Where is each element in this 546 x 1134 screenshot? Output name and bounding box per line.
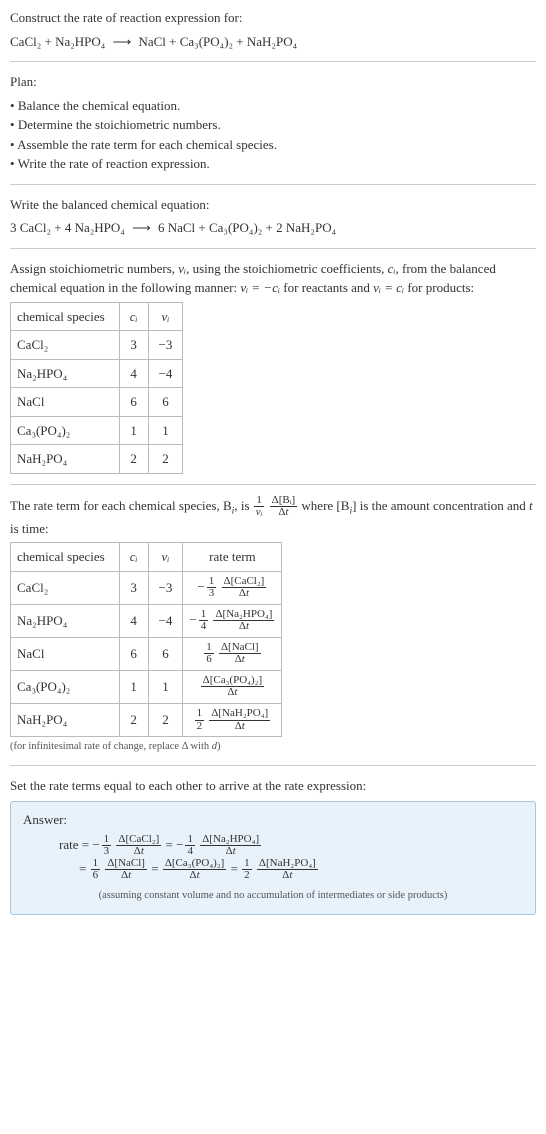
- eq-products: νᵢ = cᵢ: [373, 280, 404, 295]
- table-header: cᵢ: [119, 302, 148, 331]
- table-cell: 4: [119, 604, 148, 637]
- plan-item: Assemble the rate term for each chemical…: [10, 135, 536, 155]
- table-row: NaCl66: [11, 388, 183, 417]
- table-header: cᵢ: [119, 543, 148, 572]
- table-cell: −4: [148, 359, 183, 388]
- plan-list: Balance the chemical equation.Determine …: [10, 96, 536, 174]
- rate-term-cell: −13 Δ[CaCl₂]Δt: [183, 571, 282, 604]
- table-cell: −3: [148, 331, 183, 360]
- table-cell: Ca₃(PO₄)₂: [11, 416, 120, 445]
- assign-text-2: , using the stoichiometric coefficients,: [186, 261, 388, 276]
- table-row: Ca₃(PO₄)₂11Δ[Ca₃(PO₄)₂]Δt: [11, 670, 282, 703]
- table-cell: NaH₂PO₄: [11, 703, 120, 736]
- divider: [10, 765, 536, 766]
- table-cell: CaCl₂: [11, 331, 120, 360]
- table-cell: 1: [119, 416, 148, 445]
- answer-line-1: rate = −13 Δ[CaCl₂]Δt = −14 Δ[Na₂HPO₄]Δt: [23, 834, 523, 858]
- table-row: Na₂HPO₄4−4−14 Δ[Na₂HPO₄]Δt: [11, 604, 282, 637]
- table-cell: 2: [148, 703, 183, 736]
- table-cell: 6: [119, 388, 148, 417]
- rate-term-text: The rate term for each chemical species,…: [10, 495, 536, 539]
- divider: [10, 61, 536, 62]
- table-cell: Na₂HPO₄: [11, 604, 120, 637]
- unbalanced-equation: CaCl₂ + Na₂HPO₄ ⟶ NaCl + Ca₃(PO₄)₂ + NaH…: [10, 32, 536, 52]
- table-cell: 3: [119, 331, 148, 360]
- table-row: NaH₂PO₄22: [11, 445, 183, 474]
- assign-text-1: Assign stoichiometric numbers,: [10, 261, 178, 276]
- table-cell: NaCl: [11, 388, 120, 417]
- table-row: Na₂HPO₄4−4: [11, 359, 183, 388]
- table-row: NaH₂PO₄2212 Δ[NaH₂PO₄]Δt: [11, 703, 282, 736]
- divider: [10, 484, 536, 485]
- table-cell: Ca₃(PO₄)₂: [11, 670, 120, 703]
- nu-i-den: νᵢ: [254, 507, 265, 519]
- rt-text-2: , is: [234, 498, 252, 513]
- rate-term-cell: −14 Δ[Na₂HPO₄]Δt: [183, 604, 282, 637]
- table-header: νᵢ: [148, 543, 183, 572]
- rt-text-5: is time:: [10, 521, 49, 536]
- table-cell: CaCl₂: [11, 571, 120, 604]
- table-cell: 1: [148, 670, 183, 703]
- table-cell: 1: [148, 416, 183, 445]
- t-italic: t: [529, 498, 533, 513]
- table-cell: 2: [119, 445, 148, 474]
- infinitesimal-note: (for infinitesimal rate of change, repla…: [10, 739, 536, 755]
- assign-text: Assign stoichiometric numbers, νᵢ, using…: [10, 259, 536, 298]
- table-cell: Na₂HPO₄: [11, 359, 120, 388]
- table-row: NaCl6616 Δ[NaCl]Δt: [11, 637, 282, 670]
- frac-1-nu: 1νᵢ: [254, 495, 265, 519]
- table-cell: 4: [119, 359, 148, 388]
- frac-dBi-dt: Δ[Bᵢ]Δt: [270, 495, 298, 519]
- answer-box: Answer: rate = −13 Δ[CaCl₂]Δt = −14 Δ[Na…: [10, 801, 536, 914]
- table-row: CaCl₂3−3: [11, 331, 183, 360]
- stoich-table-1: chemical speciescᵢνᵢCaCl₂3−3Na₂HPO₄4−4Na…: [10, 302, 183, 474]
- balanced-label: Write the balanced chemical equation:: [10, 195, 536, 215]
- plan-item: Determine the stoichiometric numbers.: [10, 115, 536, 135]
- eq-reactants: νᵢ = −cᵢ: [240, 280, 280, 295]
- answer-line-2: = 16 Δ[NaCl]Δt = Δ[Ca₃(PO₄)₂]Δt = 12 Δ[N…: [23, 858, 523, 882]
- rt-text-1: The rate term for each chemical species,…: [10, 498, 232, 513]
- table-cell: 6: [148, 637, 183, 670]
- table-cell: 3: [119, 571, 148, 604]
- set-equal-text: Set the rate terms equal to each other t…: [10, 776, 536, 796]
- table-cell: 6: [119, 637, 148, 670]
- answer-label: Answer:: [23, 810, 523, 830]
- c-i: cᵢ: [388, 261, 396, 276]
- table-header: chemical species: [11, 543, 120, 572]
- stoich-table-2: chemical speciescᵢνᵢrate termCaCl₂3−3−13…: [10, 542, 282, 737]
- table-cell: 6: [148, 388, 183, 417]
- table-cell: 2: [148, 445, 183, 474]
- dBi-den: Δt: [270, 507, 298, 519]
- rt-text-3: where [B: [301, 498, 349, 513]
- table-header: νᵢ: [148, 302, 183, 331]
- nu-i: νᵢ: [178, 261, 186, 276]
- rate-term-cell: 16 Δ[NaCl]Δt: [183, 637, 282, 670]
- assign-text-5: for products:: [404, 280, 474, 295]
- divider: [10, 184, 536, 185]
- table-cell: NaH₂PO₄: [11, 445, 120, 474]
- assign-text-4: for reactants and: [280, 280, 373, 295]
- rt-text-4: ] is the amount concentration and: [352, 498, 529, 513]
- plan-item: Balance the chemical equation.: [10, 96, 536, 116]
- table-cell: −4: [148, 604, 183, 637]
- balanced-equation: 3 CaCl₂ + 4 Na₂HPO₄ ⟶ 6 NaCl + Ca₃(PO₄)₂…: [10, 218, 536, 238]
- prompt-text: Construct the rate of reaction expressio…: [10, 8, 536, 28]
- t-label: t: [285, 506, 288, 518]
- plan-label: Plan:: [10, 72, 536, 92]
- table-header: chemical species: [11, 302, 120, 331]
- plan-item: Write the rate of reaction expression.: [10, 154, 536, 174]
- table-cell: NaCl: [11, 637, 120, 670]
- table-cell: −3: [148, 571, 183, 604]
- table-cell: 2: [119, 703, 148, 736]
- table-row: CaCl₂3−3−13 Δ[CaCl₂]Δt: [11, 571, 282, 604]
- answer-assumption-note: (assuming constant volume and no accumul…: [23, 888, 523, 904]
- rate-term-cell: Δ[Ca₃(PO₄)₂]Δt: [183, 670, 282, 703]
- table-row: Ca₃(PO₄)₂11: [11, 416, 183, 445]
- divider: [10, 248, 536, 249]
- rate-term-cell: 12 Δ[NaH₂PO₄]Δt: [183, 703, 282, 736]
- table-header: rate term: [183, 543, 282, 572]
- table-cell: 1: [119, 670, 148, 703]
